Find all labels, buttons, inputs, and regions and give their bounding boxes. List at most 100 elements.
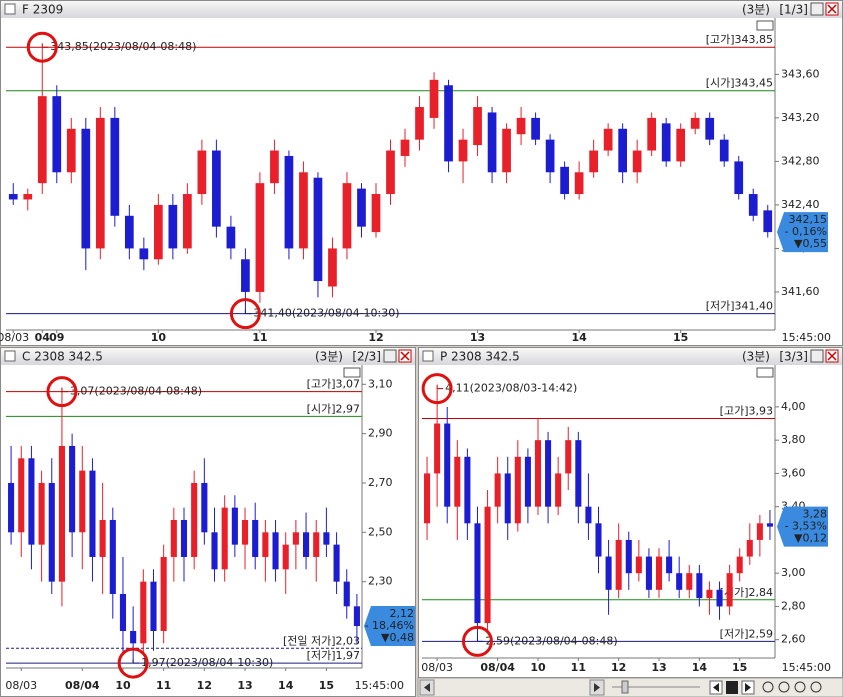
header-checkbox[interactable] (4, 350, 16, 362)
x-tick-label: 11 (571, 661, 586, 674)
candle-body (504, 473, 511, 524)
candle-body (37, 96, 47, 184)
y-tick-label: 3,00 (781, 566, 806, 579)
candle-body (605, 556, 612, 590)
header-checkbox[interactable] (422, 350, 434, 362)
last-price-box (364, 606, 415, 647)
window-header (1, 1, 842, 18)
reference-label: [시가]2,84 (720, 586, 773, 599)
candle-body (153, 204, 163, 260)
reference-label: [시가]2,97 (307, 402, 360, 415)
y-tick-label: 2,50 (368, 525, 393, 538)
candle-body (221, 507, 228, 570)
highlight-circle (229, 298, 261, 330)
x-tick-label: 13 (651, 661, 666, 674)
candle-body (645, 556, 652, 590)
header-checkbox[interactable] (4, 3, 16, 15)
candle-body (748, 194, 758, 216)
candle-body (661, 123, 671, 162)
candle-body (197, 150, 207, 195)
window-title: C 2308 342.5 (22, 350, 103, 364)
candle-body (746, 539, 753, 557)
window-header (1, 348, 415, 365)
candle-body (191, 482, 198, 557)
candle-body (666, 556, 673, 574)
candle-body (66, 128, 76, 173)
candle-body (734, 161, 744, 195)
candle-body (635, 556, 642, 574)
candle-body (696, 573, 703, 599)
candle-body (565, 440, 572, 474)
candle-body (81, 128, 91, 249)
last-diff: ▼0,55 (794, 237, 827, 250)
candle-body (99, 519, 106, 557)
candle-body (241, 259, 250, 292)
candle-body (183, 194, 192, 249)
candle-body (560, 166, 569, 195)
close-icon (400, 351, 410, 361)
candle-body (52, 96, 62, 173)
interval: (3분) (742, 3, 770, 17)
annotation-pointer (41, 43, 49, 48)
candle-body (292, 532, 299, 545)
candle-body (28, 458, 35, 545)
interval: (3분) (315, 350, 343, 364)
y-tick-label: 3,60 (781, 466, 806, 479)
candle-body (8, 194, 18, 200)
annotation-pointer (244, 309, 252, 315)
candle-body (686, 573, 693, 590)
lr-icon[interactable] (756, 367, 774, 378)
candle-body (424, 473, 431, 524)
last-price: 3,28 (803, 508, 828, 521)
candle-body (545, 440, 552, 507)
last-change: - 0,16% (785, 225, 827, 238)
x-tick-label: 10 (115, 679, 131, 692)
y-tick-label: 2,70 (368, 476, 393, 489)
lr-icon[interactable] (343, 367, 361, 378)
annotation: 2,59(2023/08/04-08:48) (485, 634, 617, 647)
candle-body (502, 128, 511, 173)
candle-body (241, 519, 249, 545)
reference-label: [고가]3,07 (307, 378, 360, 391)
candle-body (252, 519, 259, 557)
window-title: P 2308 342.5 (440, 350, 520, 364)
candle-body (585, 506, 592, 524)
candle-body (716, 589, 723, 607)
candle-body (139, 248, 149, 260)
candle-body (272, 532, 279, 570)
candle-body (589, 150, 598, 173)
x-tick-label: 14 (278, 679, 294, 692)
y-tick-label: 343,20 (781, 111, 820, 124)
scrollbar[interactable] (417, 677, 843, 697)
candle-body (474, 523, 481, 624)
candle-body (110, 117, 120, 216)
window-body (0, 0, 843, 346)
candle-body (531, 117, 540, 140)
highlight-circle (421, 373, 453, 405)
x-tick-label: 15 (673, 331, 688, 344)
reference-label: [저가]341,40 (706, 300, 773, 313)
candle-body (625, 539, 632, 574)
candle-body (484, 506, 491, 624)
candle-body (719, 139, 729, 162)
x-tick-label: 08/04 (480, 661, 515, 674)
y-tick-label: 2,80 (781, 599, 806, 612)
y-tick-label: 342,80 (781, 154, 820, 167)
candle-body (333, 544, 340, 582)
candle-body (386, 150, 395, 195)
y-tick-label: 343,60 (781, 67, 820, 80)
candle-body (282, 544, 289, 570)
candle-body (262, 532, 269, 557)
window-button[interactable] (383, 349, 397, 363)
candle-body (371, 194, 381, 233)
reference-label: [저가]2,59 (720, 627, 773, 640)
candle-body (464, 456, 471, 524)
window-button[interactable] (810, 349, 824, 363)
x-tick-label: 10 (530, 661, 546, 674)
lr-icon[interactable] (756, 20, 774, 31)
annotation: 4,11(2023/08/03-14:42) (445, 382, 577, 395)
window-button[interactable] (810, 2, 824, 16)
candle-body (473, 107, 482, 146)
candle-body (647, 117, 657, 151)
candle-body (170, 519, 177, 557)
